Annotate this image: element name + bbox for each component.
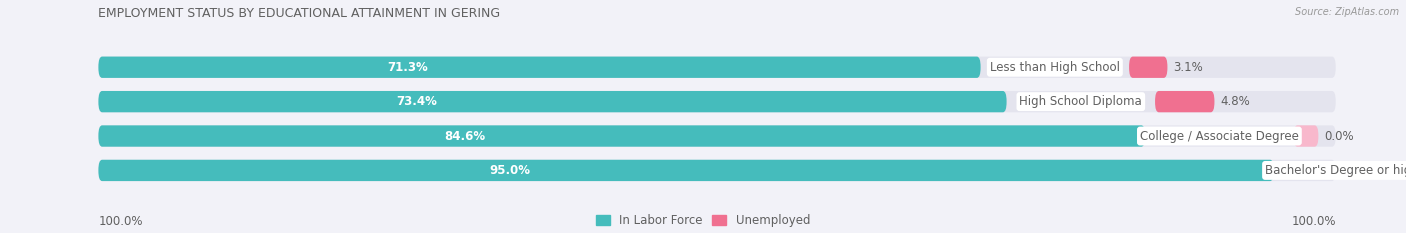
FancyBboxPatch shape xyxy=(98,57,1336,78)
FancyBboxPatch shape xyxy=(98,125,1336,147)
Text: College / Associate Degree: College / Associate Degree xyxy=(1140,130,1299,143)
Legend: In Labor Force, Unemployed: In Labor Force, Unemployed xyxy=(596,214,810,227)
Text: 73.4%: 73.4% xyxy=(396,95,437,108)
FancyBboxPatch shape xyxy=(1294,125,1319,147)
Text: Bachelor's Degree or higher: Bachelor's Degree or higher xyxy=(1265,164,1406,177)
FancyBboxPatch shape xyxy=(98,57,980,78)
Text: High School Diploma: High School Diploma xyxy=(1019,95,1142,108)
Text: 95.0%: 95.0% xyxy=(489,164,530,177)
Text: 100.0%: 100.0% xyxy=(1291,215,1336,228)
FancyBboxPatch shape xyxy=(1129,57,1167,78)
FancyBboxPatch shape xyxy=(98,91,1007,112)
Text: 4.8%: 4.8% xyxy=(1220,95,1250,108)
Text: EMPLOYMENT STATUS BY EDUCATIONAL ATTAINMENT IN GERING: EMPLOYMENT STATUS BY EDUCATIONAL ATTAINM… xyxy=(98,7,501,20)
Text: Less than High School: Less than High School xyxy=(990,61,1119,74)
Text: 0.0%: 0.0% xyxy=(1324,130,1354,143)
FancyBboxPatch shape xyxy=(98,91,1336,112)
FancyBboxPatch shape xyxy=(98,125,1144,147)
FancyBboxPatch shape xyxy=(98,160,1274,181)
Text: 3.1%: 3.1% xyxy=(1174,61,1204,74)
Text: 71.3%: 71.3% xyxy=(387,61,427,74)
FancyBboxPatch shape xyxy=(98,160,1336,181)
Text: 100.0%: 100.0% xyxy=(98,215,143,228)
Text: 84.6%: 84.6% xyxy=(444,130,485,143)
Text: Source: ZipAtlas.com: Source: ZipAtlas.com xyxy=(1295,7,1399,17)
FancyBboxPatch shape xyxy=(1156,91,1215,112)
